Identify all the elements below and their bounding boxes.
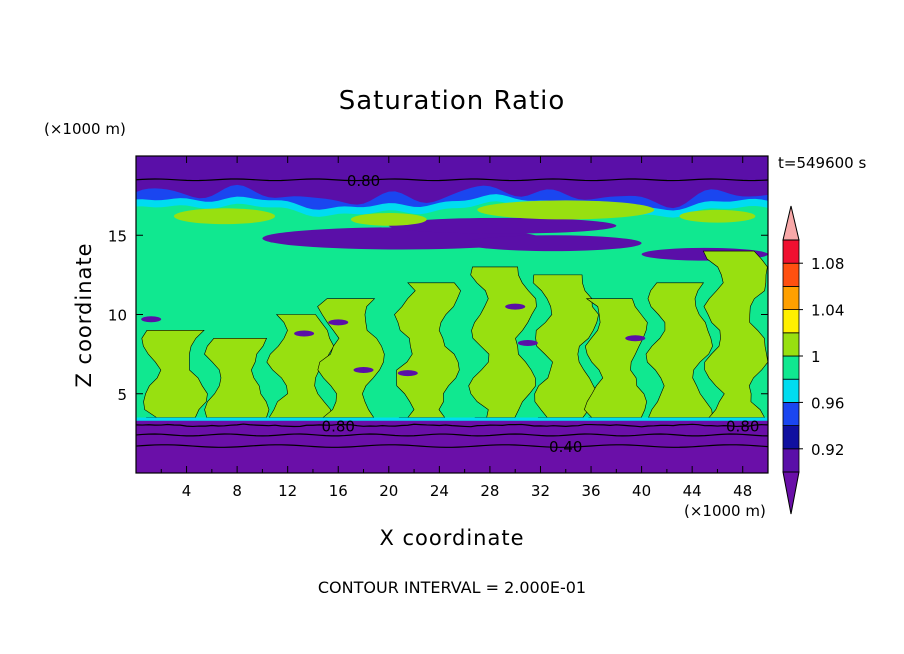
x-tick-label: 44 bbox=[683, 482, 702, 500]
colorbar-swatch bbox=[782, 239, 800, 264]
colorbar-tick-label: 1.04 bbox=[811, 302, 844, 320]
heatmap-field bbox=[136, 156, 769, 473]
field-dry-pocket bbox=[517, 340, 538, 347]
contour-line-lower bbox=[135, 423, 769, 428]
colorbar-tick-label: 1.08 bbox=[811, 255, 844, 273]
x-tick-label: 4 bbox=[182, 482, 192, 500]
x-tick-label: 24 bbox=[430, 482, 449, 500]
colorbar-tick-label: 1 bbox=[811, 348, 821, 366]
colorbar-swatch bbox=[782, 285, 800, 310]
field-dry-pocket bbox=[397, 370, 418, 377]
field-cloud-patch bbox=[173, 208, 276, 225]
contour-label: 0.80 bbox=[322, 417, 355, 435]
field-plume bbox=[141, 330, 208, 418]
colorbar-swatch bbox=[782, 355, 800, 380]
contour-label: 0.80 bbox=[347, 172, 380, 190]
x-axis-label: X coordinate bbox=[379, 526, 525, 550]
field-plume bbox=[266, 314, 335, 418]
x-tick-label: 32 bbox=[531, 482, 550, 500]
field-plume bbox=[204, 337, 270, 418]
x-tick-label: 8 bbox=[232, 482, 242, 500]
y-tick-label: 15 bbox=[108, 227, 127, 245]
x-tick-label: 20 bbox=[379, 482, 398, 500]
colorbar-swatch bbox=[782, 401, 800, 426]
contour-label: 0.80 bbox=[726, 417, 759, 435]
x-axis-unit: (×1000 m) bbox=[684, 502, 766, 520]
x-tick-label: 12 bbox=[278, 482, 297, 500]
y-tick-label: 10 bbox=[108, 307, 127, 325]
field-plume bbox=[645, 282, 713, 418]
colorbar-over-arrow bbox=[782, 205, 800, 241]
field-dry-pocket bbox=[294, 330, 315, 337]
colorbar: 1.08 1.04 1 0.96 0.92 bbox=[782, 205, 844, 515]
field-plume bbox=[532, 274, 599, 418]
x-tick-label: 36 bbox=[581, 482, 600, 500]
field-dry-pocket bbox=[328, 319, 349, 326]
time-label: t=549600 s bbox=[778, 154, 867, 172]
field-boundary-edge bbox=[136, 417, 768, 421]
colorbar-swatch bbox=[782, 262, 800, 287]
colorbar-tick-label: 0.96 bbox=[811, 394, 844, 412]
colorbar-swatch bbox=[782, 378, 800, 403]
contour-interval-label: CONTOUR INTERVAL = 2.000E-01 bbox=[317, 578, 587, 597]
field-plume bbox=[702, 250, 769, 418]
y-axis-unit: (×1000 m) bbox=[44, 120, 126, 138]
colorbar-swatch bbox=[782, 425, 800, 450]
y-tick-label: 5 bbox=[117, 386, 127, 404]
x-tick-label: 48 bbox=[733, 482, 752, 500]
x-tick-label: 28 bbox=[480, 482, 499, 500]
contour-lines: 0.80 0.80 0.80 0.40 bbox=[135, 172, 769, 456]
field-dry-pocket bbox=[141, 316, 162, 323]
field-plume bbox=[583, 298, 648, 418]
field-dry-streak bbox=[464, 235, 642, 252]
contour-line-base bbox=[135, 444, 769, 448]
colorbar-under-arrow bbox=[782, 471, 800, 515]
contour-line-upper bbox=[135, 178, 769, 182]
colorbar-swatch bbox=[782, 332, 800, 357]
field-cloud-patch bbox=[477, 200, 655, 220]
chart-title: Saturation Ratio bbox=[338, 86, 566, 116]
colorbar-swatch bbox=[782, 309, 800, 334]
field-dry-pocket bbox=[353, 366, 374, 373]
x-tick-label: 16 bbox=[329, 482, 348, 500]
field-dry-pocket bbox=[505, 303, 526, 310]
field-dry-pocket bbox=[625, 335, 646, 342]
contour-label: 0.40 bbox=[549, 438, 582, 456]
contour-line-mid bbox=[135, 433, 769, 437]
field-cloud-patch bbox=[679, 209, 756, 223]
colorbar-swatch bbox=[782, 448, 800, 473]
colorbar-tick-label: 0.92 bbox=[811, 441, 844, 459]
x-tick-label: 40 bbox=[632, 482, 651, 500]
field-dry-streak bbox=[388, 217, 617, 234]
field-cloud-patch bbox=[350, 213, 427, 226]
field-plume bbox=[317, 298, 385, 418]
field-plume bbox=[394, 282, 461, 418]
